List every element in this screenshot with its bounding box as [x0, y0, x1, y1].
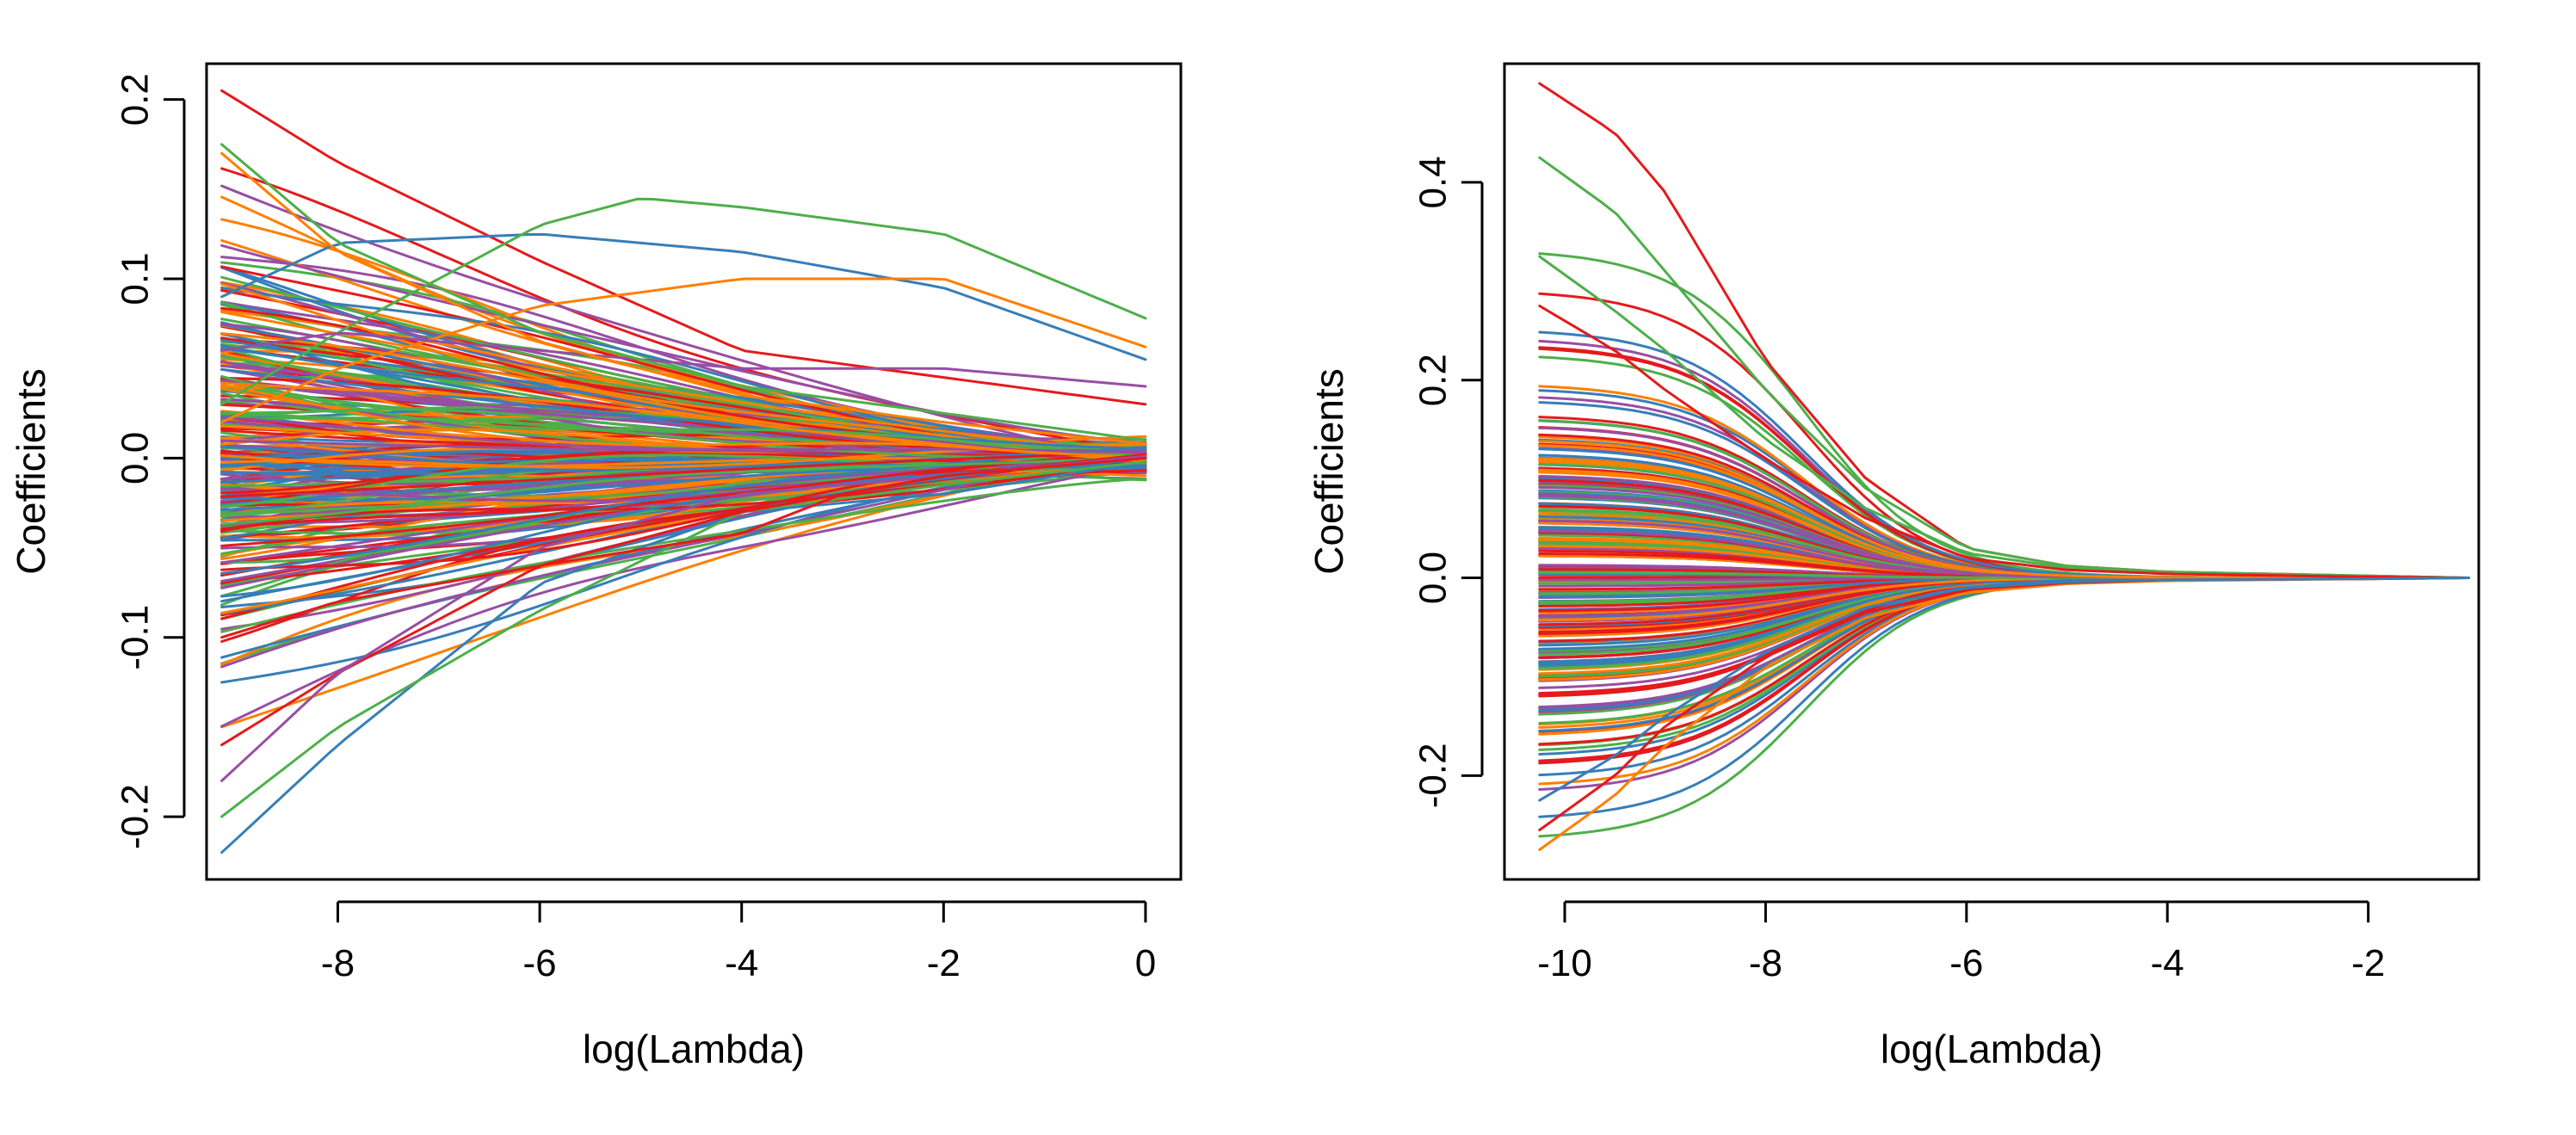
- y-axis: -0.2 -0.1 0.0 0.1 0.2: [114, 73, 186, 849]
- x-tick-label: -4: [725, 942, 758, 984]
- coefficient-path-path-12: [220, 456, 1147, 639]
- coefficient-path-path-4: [220, 277, 1147, 424]
- coefficient-path-path-3: [220, 197, 1147, 406]
- right-plot-panel: -10 -8 -6 -4 -2 -0.2 0.0 0.2 0.4 log(Lambda) Co…: [1307, 62, 2480, 1071]
- coefficient-paths: [1538, 82, 2470, 851]
- coefficient-path: [220, 311, 1147, 453]
- left-plot-panel: -8 -6 -4 -2 0 -0.2-0.10.00.10.2 log(Lambda) …: [9, 62, 1183, 1071]
- y-axis: -0.2 0.0 0.2 0.4: [1412, 156, 1484, 808]
- coefficient-path-path-2: [220, 233, 1147, 361]
- coefficient-path: [220, 367, 1147, 451]
- x-tick-label: -6: [1949, 942, 1983, 984]
- y-tick-label: 0.0: [114, 432, 157, 484]
- y-tick-label: 0.2: [114, 73, 157, 126]
- plot-frame: [205, 62, 1183, 881]
- x-tick-label: -10: [1537, 942, 1592, 984]
- y-tick-label: 0.2: [1412, 354, 1455, 406]
- y-tick-label: 0.4: [1412, 156, 1455, 208]
- y-tick-label: -0.1: [114, 605, 157, 670]
- coefficient-path: [220, 452, 1147, 495]
- x-tick-label: -8: [1749, 942, 1782, 984]
- coefficient-path-path-8: [220, 460, 1147, 854]
- x-tick-label: 0: [1135, 942, 1156, 984]
- coefficient-path: [220, 374, 1147, 458]
- x-tick-label: -2: [927, 942, 961, 984]
- coefficient-path: [220, 376, 1147, 460]
- x-tick-label: -2: [2351, 942, 2385, 984]
- coefficient-paths: [220, 89, 1147, 854]
- coefficient-path: [220, 167, 1147, 453]
- coefficient-path: [220, 454, 1147, 531]
- x-tick-label: -8: [321, 942, 355, 984]
- coefficient-path: [220, 456, 1147, 526]
- coefficient-path: [220, 244, 1147, 444]
- coefficient-path-path-6: [220, 143, 1147, 441]
- coefficient-path: [220, 446, 1147, 575]
- x-tick-label: -4: [2151, 942, 2184, 984]
- y-tick-label: 0.1: [114, 252, 157, 305]
- y-tick-label: 0.0: [1412, 552, 1455, 604]
- x-axis: -8 -6 -4 -2 0: [321, 900, 1156, 984]
- y-tick-label: -0.2: [1412, 743, 1455, 808]
- coefficient-path-path-1: [220, 89, 1147, 406]
- y-axis-label: Coefficients: [1307, 368, 1351, 575]
- x-axis-label: log(Lambda): [583, 1027, 805, 1071]
- coefficient-path-path-9: [220, 460, 1147, 818]
- coefficient-path-path-4: [1538, 305, 2470, 579]
- coefficient-path: [220, 381, 1147, 459]
- x-axis-label: log(Lambda): [1881, 1027, 2103, 1071]
- x-axis: -10 -8 -6 -4 -2: [1537, 900, 2385, 984]
- coefficient-path-path-7: [1538, 577, 2470, 802]
- plot-frame: [1503, 62, 2480, 881]
- x-tick-label: -6: [523, 942, 557, 984]
- y-tick-label: -0.2: [114, 784, 157, 849]
- coefficient-path-path-5: [220, 331, 1147, 388]
- coefficient-path-path-7: [220, 151, 1147, 446]
- y-axis-label: Coefficients: [9, 368, 53, 575]
- coefficient-path: [220, 451, 1147, 498]
